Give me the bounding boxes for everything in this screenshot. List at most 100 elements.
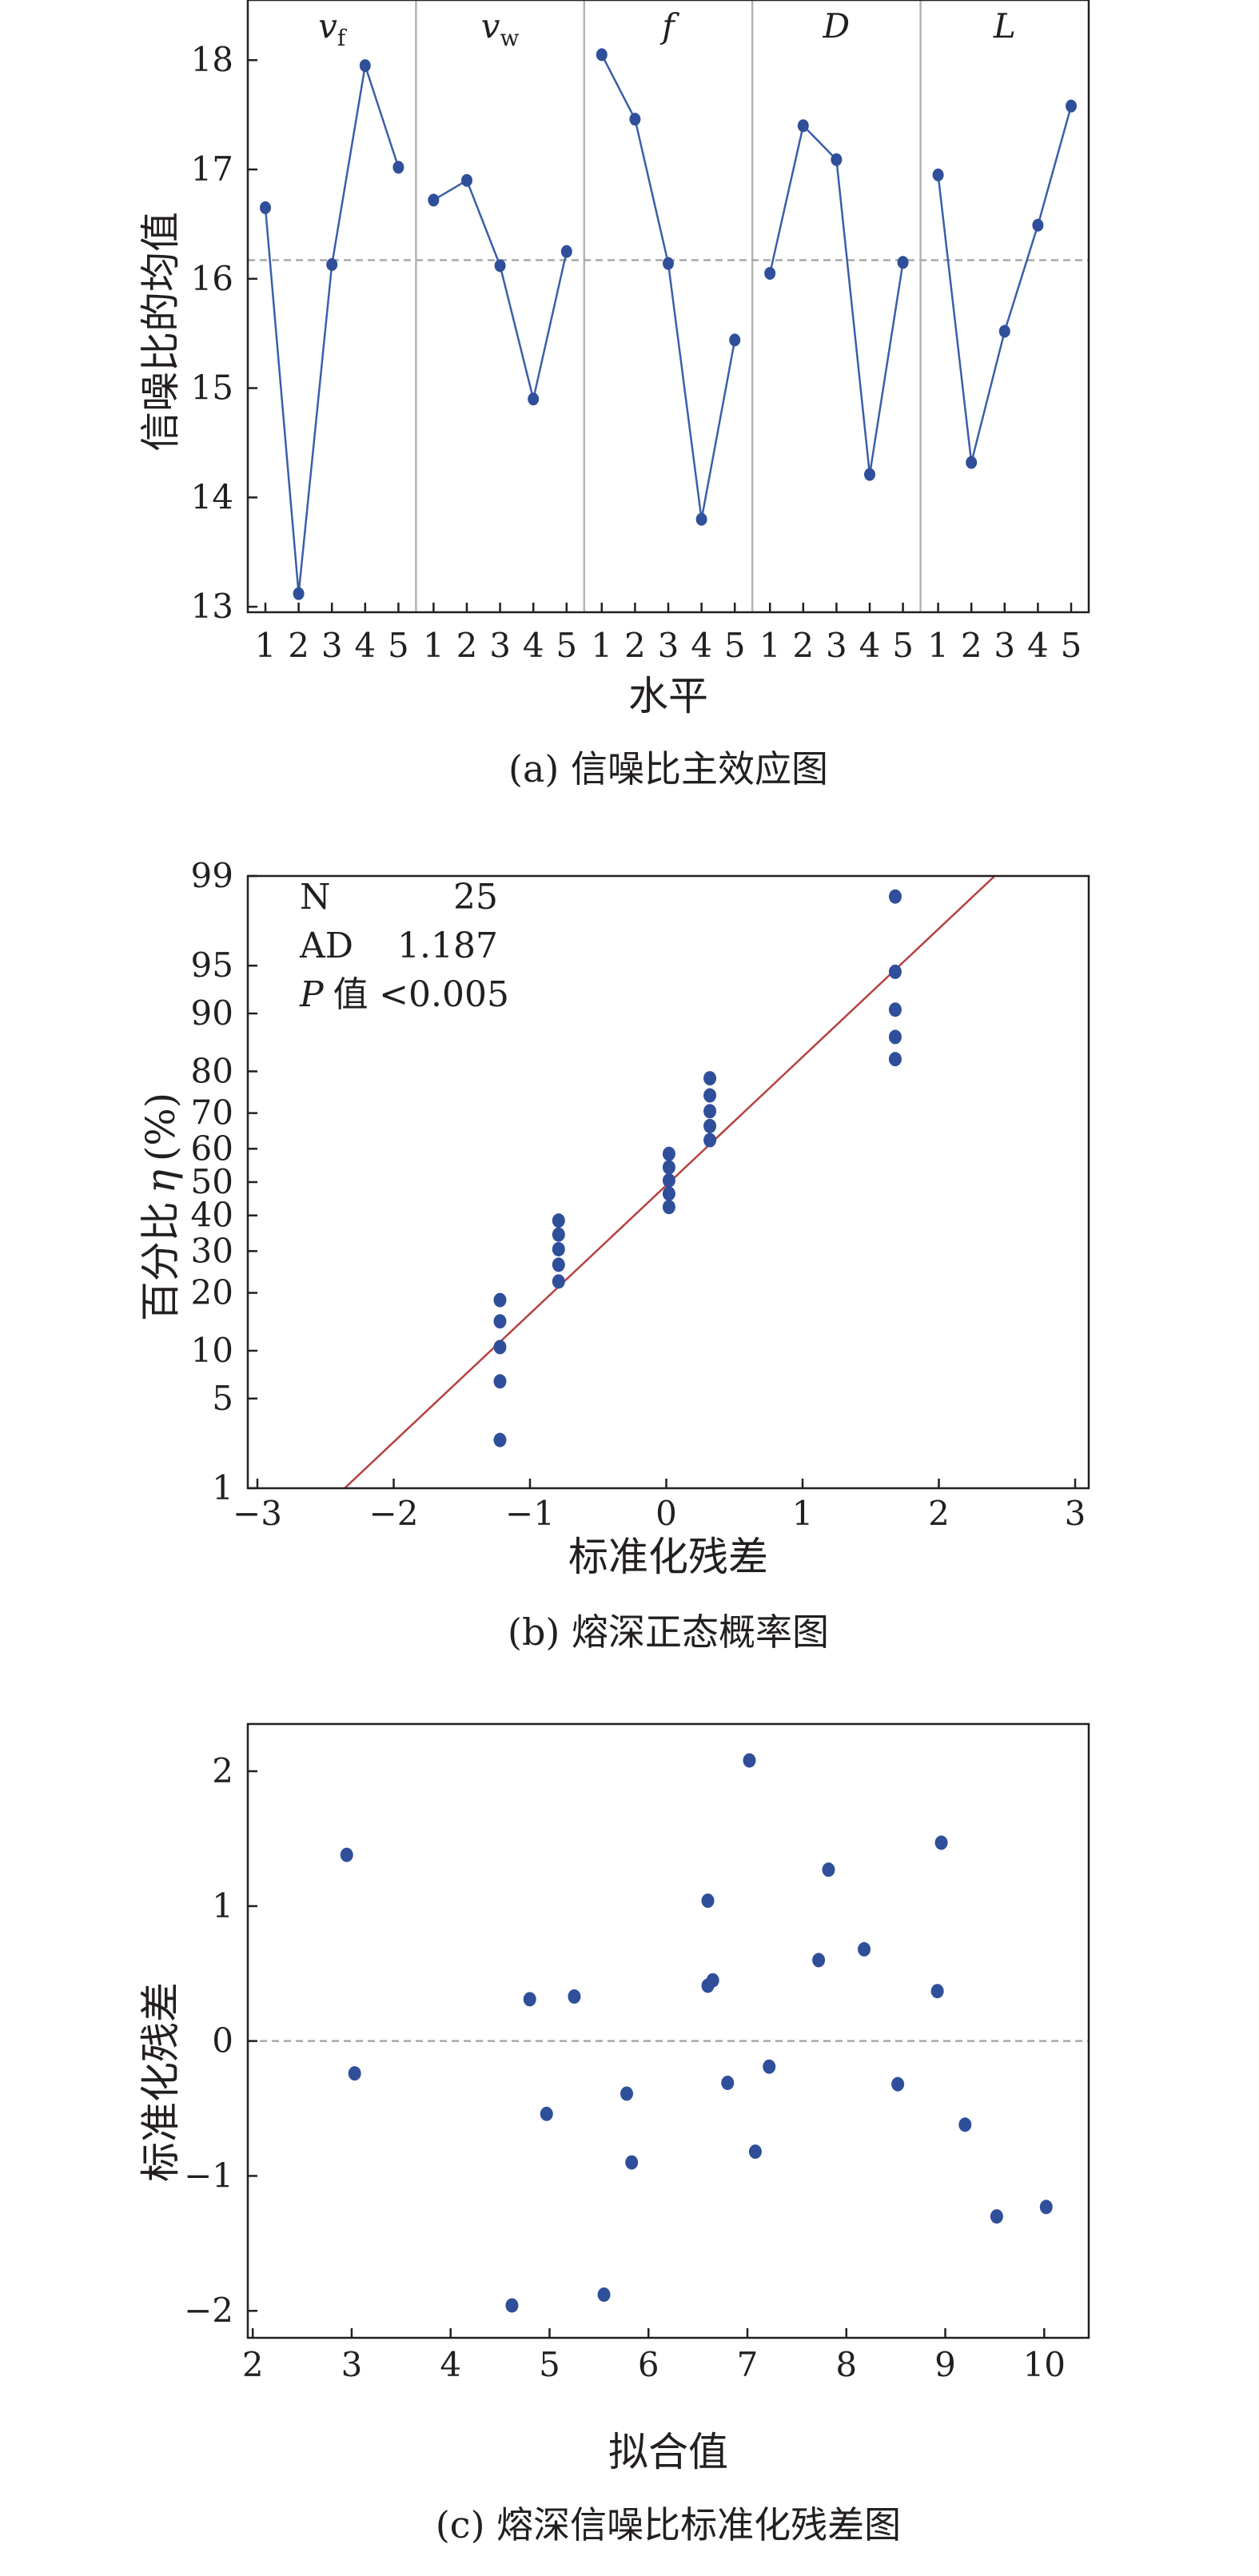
x-tick-label: −1: [505, 1494, 555, 1533]
residual-probability-point: [552, 1213, 565, 1228]
y-tick-label: 2: [212, 1751, 233, 1790]
probability-y-axis-title: 百分比η(%): [137, 1093, 184, 1322]
y-tick-label: 17: [191, 149, 233, 189]
x-tick-label: 5: [892, 626, 914, 665]
residual-point: [891, 2076, 905, 2092]
residual-point: [743, 1753, 756, 1768]
residual-probability-point: [493, 1432, 507, 1447]
residual-probability-point: [703, 1071, 717, 1086]
y-tick-label: 18: [191, 40, 233, 79]
y-tick-label: 0: [212, 2021, 233, 2060]
residual-point: [930, 1984, 944, 1999]
main-effect-point: [729, 333, 741, 347]
main-effect-point: [663, 257, 674, 270]
residual-probability-point: [888, 889, 902, 904]
factor-label: f: [659, 6, 679, 46]
x-tick-label: 4: [354, 626, 376, 665]
normal-probability-chart: 1 5 10 20 30 40 50 60 70 80 90 95 99 −3 −2 −1 0 1 2 3 N 25…: [0, 823, 1259, 1702]
factor-line-1: [264, 65, 400, 594]
residual-probability-point: [703, 1088, 717, 1103]
residual-probability-point: [493, 1340, 507, 1355]
residual-point: [721, 2075, 735, 2090]
y-tick-label: 15: [191, 368, 233, 408]
residual-probability-point: [703, 1118, 717, 1133]
x-tick-label: 3: [341, 2345, 363, 2384]
main-effects-caption: (a) 信噪比主效应图: [508, 747, 828, 790]
factor-line-2: [432, 178, 568, 400]
y-tick-label: 30: [191, 1231, 233, 1270]
residual-probability-point: [662, 1160, 675, 1175]
residual-probability-point: [888, 1052, 902, 1067]
residual-point: [620, 2086, 634, 2101]
x-tick-label: 2: [288, 626, 309, 665]
residual-probability-point: [662, 1146, 675, 1161]
main-effect-point: [695, 512, 707, 526]
residual-point: [706, 1973, 719, 1988]
main-effect-point: [797, 119, 809, 133]
x-tick-label: 2: [242, 2345, 264, 2384]
residual-probability-point: [703, 1104, 717, 1119]
y-tick-label: 14: [191, 477, 233, 516]
stat-n-label: N: [300, 877, 331, 918]
x-tick-label: 3: [826, 626, 847, 665]
residual-probability-point: [888, 964, 902, 979]
x-tick-label: 3: [489, 626, 511, 665]
residual-point: [858, 1941, 871, 1957]
residual-probability-point: [888, 1029, 902, 1045]
x-tick-label: 5: [556, 626, 577, 665]
residual-probability-point: [552, 1257, 565, 1272]
x-tick-label: 4: [859, 626, 881, 665]
x-tick-label: 2: [624, 626, 646, 665]
main-effect-point: [1032, 218, 1044, 232]
residual-point: [625, 2155, 639, 2170]
factor-line-3: [600, 54, 736, 520]
x-tick-label: −3: [233, 1494, 282, 1533]
residual-probability-point: [493, 1292, 507, 1308]
x-tick-label: 4: [440, 2345, 461, 2384]
x-tick-label: 4: [1027, 626, 1049, 665]
main-effect-point: [831, 153, 843, 166]
main-effect-point: [528, 392, 540, 406]
y-tick-label: 80: [191, 1051, 233, 1090]
probability-caption: (b) 熔深正态概率图: [508, 1610, 829, 1654]
residual-caption: (c) 熔深信噪比标准化残差图: [436, 2503, 901, 2546]
y-tick-label: 10: [191, 1331, 233, 1370]
x-tick-label: 3: [1065, 1494, 1086, 1533]
y-tick-label: 40: [191, 1196, 233, 1235]
stat-ad-label: AD: [299, 926, 353, 966]
x-tick-label: 2: [456, 626, 478, 665]
x-tick-label: 5: [388, 626, 409, 665]
x-tick-label: 9: [934, 2345, 956, 2384]
x-tick-label: 5: [539, 2345, 560, 2384]
x-tick-label: 2: [792, 626, 814, 665]
stat-p-value: <0.005: [379, 974, 509, 1015]
residual-plot-frame: [246, 1722, 1090, 2339]
y-tick-label: 60: [191, 1129, 233, 1168]
y-tick-label: 13: [191, 587, 233, 626]
residual-point: [822, 1862, 835, 1877]
factor-line-5: [937, 106, 1073, 463]
y-tick-label: 70: [191, 1093, 233, 1133]
residual-point: [990, 2209, 1003, 2224]
residual-point: [748, 2144, 762, 2160]
x-tick-label: 0: [655, 1494, 677, 1533]
residual-probability-point: [888, 1002, 902, 1017]
residual-y-axis-title: 标准化残差: [137, 1982, 184, 2182]
residual-point: [540, 2106, 553, 2121]
residual-point: [763, 2059, 776, 2074]
residual-probability-point: [662, 1200, 675, 1215]
x-tick-label: 3: [994, 626, 1015, 665]
factor-line-4: [768, 123, 904, 475]
residual-point: [934, 1835, 948, 1850]
y-tick-label: 90: [191, 993, 233, 1033]
y-tick-label: 95: [191, 946, 233, 985]
y-tick-label: −2: [184, 2291, 233, 2330]
y-tick-label: 5: [212, 1379, 233, 1418]
residual-point: [958, 2117, 972, 2132]
factor-label: vf: [318, 6, 348, 51]
x-tick-label: 8: [835, 2345, 857, 2384]
